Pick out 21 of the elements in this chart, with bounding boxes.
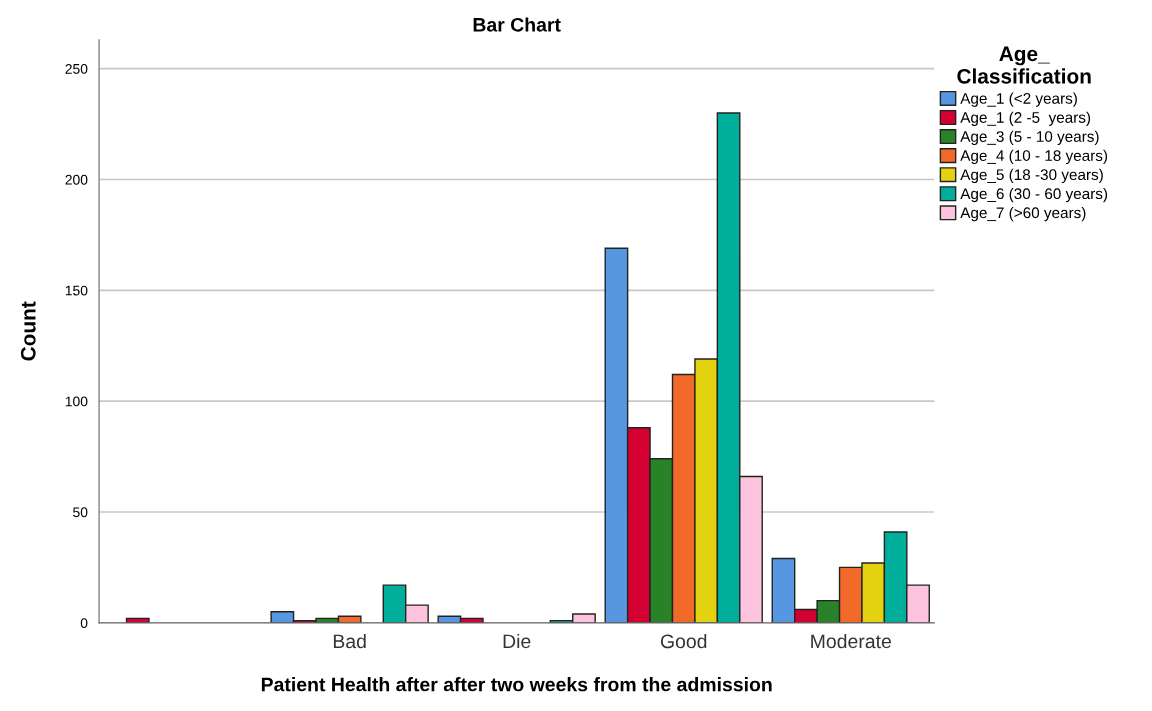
legend-label: Age_1 (<2 years) [960,92,1077,107]
legend-label: Age_1 (2 -5 years) [960,111,1091,126]
legend-title: Age_ Classification [957,46,1091,84]
y-tick-label: 200 [65,174,88,185]
legend-label: Age_5 (18 -30 years) [960,168,1103,184]
y-tick-label: 150 [65,285,88,296]
y-axis-title: Count [20,301,36,361]
y-tick-label: 250 [65,63,88,74]
x-tick-label: Good [660,633,707,649]
y-tick-label: 0 [80,618,88,629]
x-tick-label: Moderate [811,633,891,649]
chart-title: Bar Chart [473,17,561,32]
y-tick-label: 100 [65,396,88,407]
legend-label: Age_7 (>60 years) [960,206,1086,222]
legend-label: Age_6 (30 - 60 years) [960,187,1108,203]
x-tick-label: Die [503,633,531,649]
legend-label: Age_3 (5 - 10 years) [960,130,1099,145]
x-axis-title: Patient Health after after two weeks from the admission [261,677,772,692]
legend-label: Age_4 (10 - 18 years) [960,149,1108,165]
x-tick-label: Bad [333,633,366,649]
y-tick-label: 50 [73,507,88,518]
